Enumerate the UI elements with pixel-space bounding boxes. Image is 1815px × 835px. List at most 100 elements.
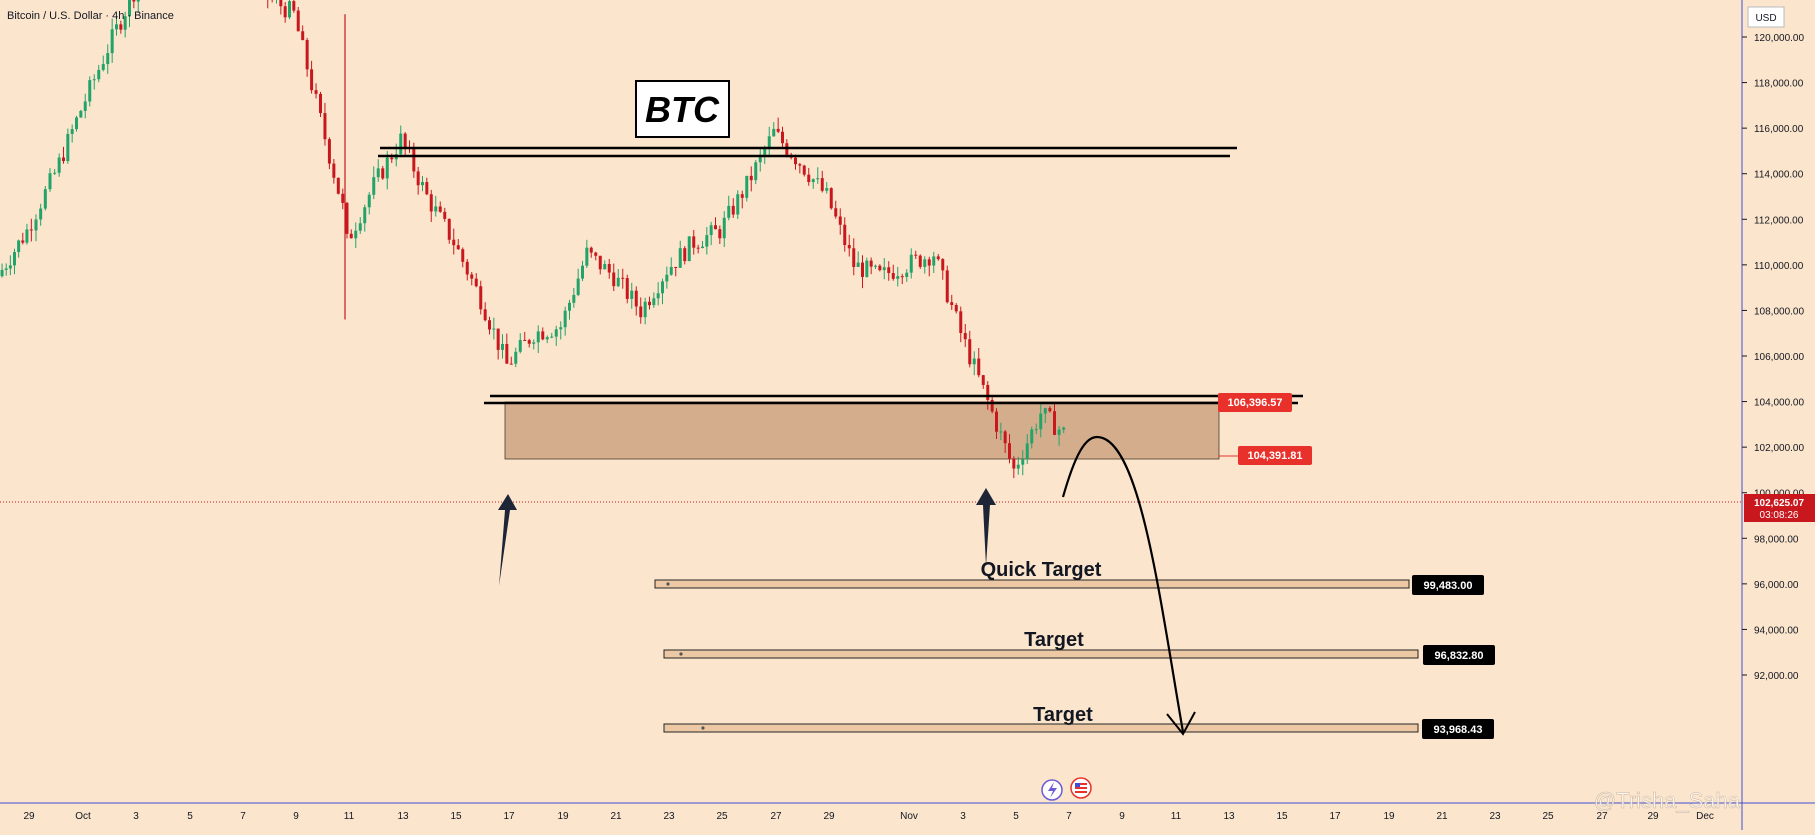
candle-body [683,248,687,262]
candle-body [13,252,16,266]
candle-body [354,230,358,239]
target-1-label: Target [1024,629,1084,651]
candle-body [968,339,972,365]
candle-body [643,301,647,318]
candle-body [83,101,87,111]
time-tick-label: 11 [1171,811,1182,822]
candle-body [115,24,118,30]
candle-body [345,202,349,234]
candle-body [0,269,4,277]
candle-body [767,136,771,149]
candle-body [327,139,331,164]
flag-stripe-1 [1075,783,1087,785]
target-2-price-badge [1422,719,1494,739]
candle-body [385,157,389,179]
price-tick-label: 98,000.00 [1754,534,1799,545]
candle-body [1062,427,1066,430]
price-tick-label: 108,000.00 [1754,306,1804,317]
flag-stripe-3 [1075,791,1087,793]
candle-body [8,265,12,269]
zone-top-price-badge [1218,393,1292,412]
price-tick-label: 92,000.00 [1754,671,1799,682]
quick-target-anchor [666,582,670,586]
supply-zone[interactable] [504,401,1220,460]
target-1-bar[interactable] [663,649,1419,659]
candle-body [927,259,931,266]
candle-body [1021,459,1025,465]
candle-body [97,69,101,80]
candle-body [349,233,353,239]
candle-body [807,174,811,183]
candle-body [527,340,531,344]
candle-body [736,194,740,215]
quick-target-price-badge [1412,575,1484,595]
candle-body [874,265,877,267]
candle-body [1034,429,1038,431]
candle-body [781,131,784,144]
candle-body [301,31,305,41]
candle-body [945,270,949,303]
candle-body [999,431,1003,433]
candle-body [29,229,33,231]
time-tick-label: 23 [1489,811,1501,822]
candle-body [75,117,78,130]
target-2-bar[interactable] [663,723,1419,733]
candle-body [541,331,545,340]
candle-body [563,310,567,328]
candle-body [62,157,65,162]
price-tick-label: 94,000.00 [1754,625,1799,636]
time-tick-label: 15 [1276,811,1288,822]
price-tick-label: 116,000.00 [1754,124,1804,135]
time-tick-label: 7 [1066,811,1072,822]
current-price-badge [1744,494,1815,522]
time-tick-label: 3 [960,811,966,822]
candle-body [687,236,691,262]
candle-body [977,358,981,376]
candle-body [829,188,833,209]
time-tick-label: 13 [397,811,409,822]
candle-body [923,259,927,267]
candle-body [438,206,442,212]
time-tick-label: 5 [1013,811,1019,822]
time-axis[interactable]: 29 Oct 3 5 7 9 11 13 15 17 19 21 23 25 27 29 Nov 3 5 7 9 11 13… [23,811,1713,822]
candle-body [123,16,127,30]
candle-body [496,328,500,350]
candle-body [905,272,909,277]
quick-target-label: Quick Target [981,559,1102,581]
quick-target-price-text: 99,483.00 [1424,580,1473,592]
candle-body [896,276,900,279]
candle-body [128,0,131,17]
currency-button[interactable] [1747,6,1785,28]
time-tick-label: 5 [187,811,193,822]
candle-body [918,255,922,267]
candle-body [136,0,140,2]
candle-body [288,1,291,18]
zone-bottom-price-text: 104,391.81 [1247,450,1302,462]
btc-title-box[interactable] [635,80,730,138]
candle-body [381,168,385,179]
candle-body [705,235,709,247]
projection-path[interactable] [1061,435,1185,733]
flag-stripe-2 [1075,787,1087,789]
candle-body [1048,408,1052,412]
time-tick-label: 19 [1383,811,1395,822]
candle-body [319,93,322,114]
up-arrow-left-icon [498,494,517,586]
candle-body [43,189,47,209]
target-1-price-text: 96,832.80 [1435,650,1484,662]
candle-body [709,225,713,236]
price-tick-label: 118,000.00 [1754,79,1804,90]
candle-body [959,311,963,334]
candle-body [465,261,469,275]
candle-body [310,69,314,91]
price-axis[interactable]: USD 120,000.00 118,000.00 116,000.00 114,00… [1742,6,1804,682]
candle-body [621,277,625,279]
candle-body [21,240,25,243]
zone-bottom-price-badge [1238,446,1312,465]
candle-body [811,179,815,183]
candle-body [505,343,509,364]
quick-target-bar[interactable] [654,579,1410,589]
candle-body [718,229,722,239]
time-tick-label: 25 [1542,811,1554,822]
